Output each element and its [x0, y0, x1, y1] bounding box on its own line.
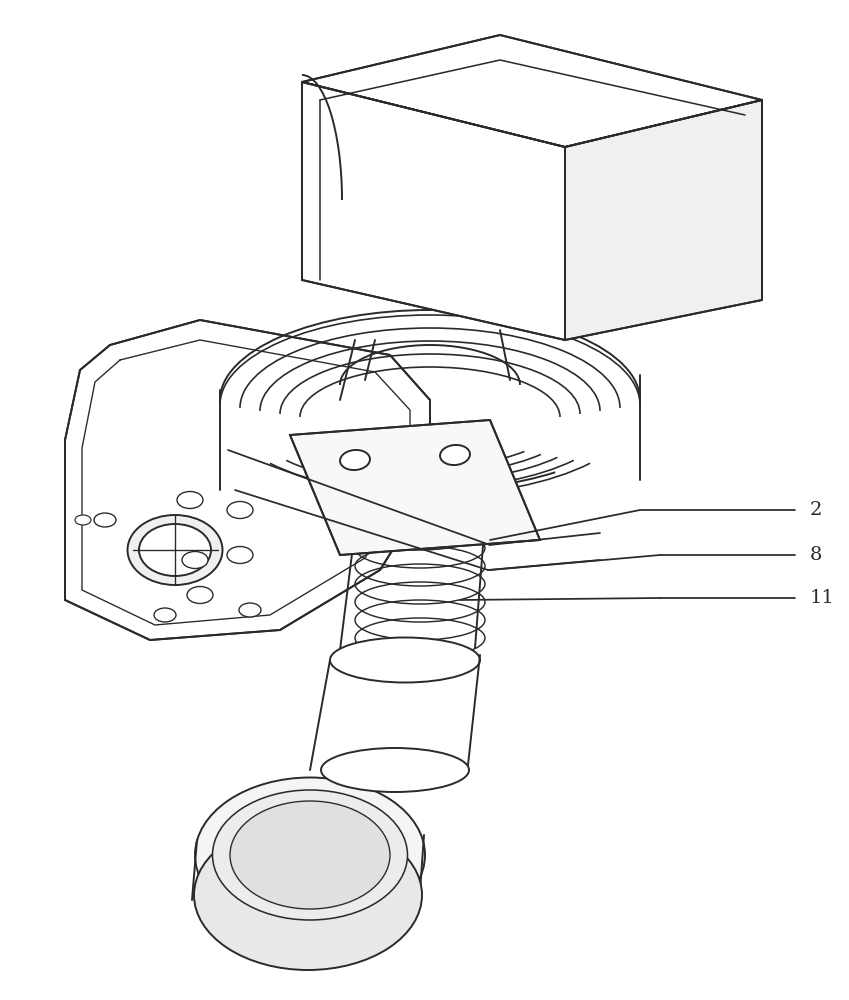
Ellipse shape [440, 445, 470, 465]
Ellipse shape [340, 450, 370, 470]
Text: 8: 8 [810, 546, 823, 564]
Ellipse shape [330, 638, 480, 682]
Ellipse shape [321, 748, 469, 792]
Ellipse shape [154, 608, 176, 622]
Polygon shape [302, 82, 565, 340]
Ellipse shape [227, 502, 253, 518]
Polygon shape [302, 35, 762, 147]
Ellipse shape [139, 524, 211, 576]
Text: 2: 2 [810, 501, 823, 519]
Polygon shape [65, 320, 430, 640]
Ellipse shape [227, 546, 253, 564]
Ellipse shape [230, 801, 390, 909]
Ellipse shape [127, 515, 222, 585]
Ellipse shape [94, 513, 116, 527]
Text: 11: 11 [810, 589, 835, 607]
Ellipse shape [187, 586, 213, 603]
Ellipse shape [195, 778, 425, 932]
Polygon shape [565, 100, 762, 340]
Ellipse shape [239, 603, 261, 617]
Ellipse shape [177, 491, 203, 508]
Polygon shape [290, 420, 540, 555]
Ellipse shape [182, 552, 208, 568]
Ellipse shape [75, 515, 91, 525]
Ellipse shape [212, 790, 408, 920]
Ellipse shape [194, 820, 422, 970]
